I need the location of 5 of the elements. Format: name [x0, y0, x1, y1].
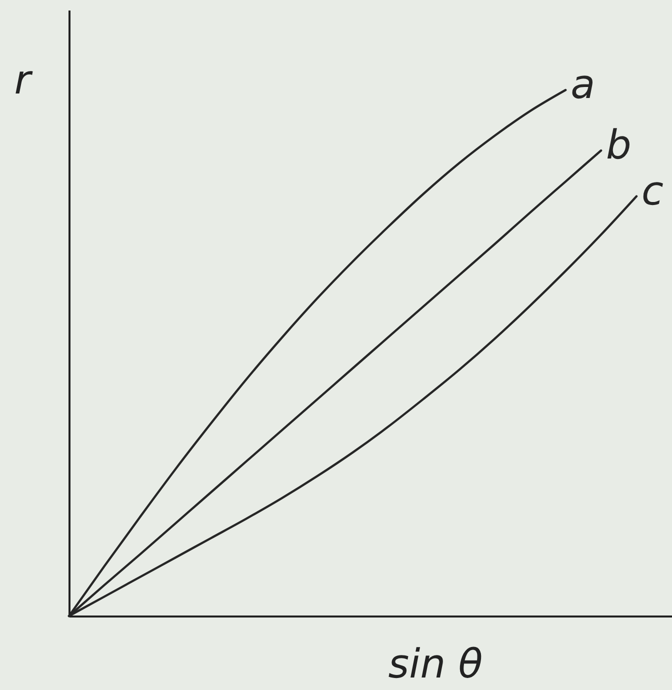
- series-label: a: [570, 62, 596, 108]
- series-label: b: [606, 122, 632, 168]
- y-axis-title: r: [14, 58, 34, 104]
- x-axis-title: sin θ: [388, 642, 483, 688]
- series-label: c: [642, 168, 664, 214]
